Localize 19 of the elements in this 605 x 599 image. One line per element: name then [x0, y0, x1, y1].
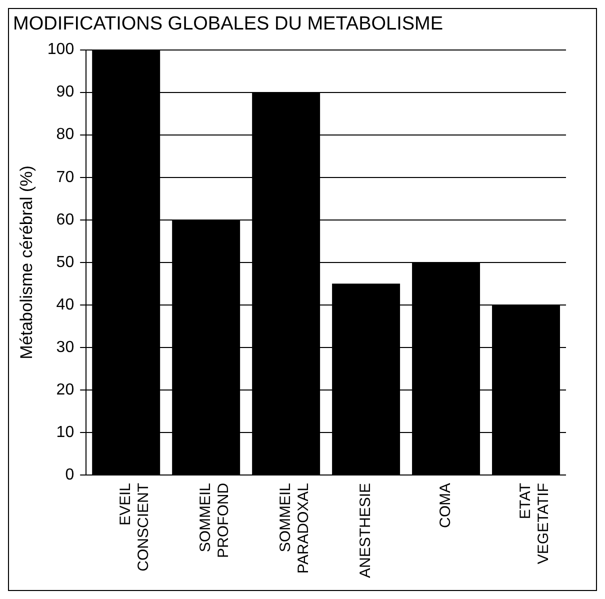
y-axis-title: Métabolisme cérébral (%) [16, 166, 36, 360]
x-tick-label: EVEIL CONSCIENT [117, 482, 152, 572]
y-tick-label: 70 [56, 168, 74, 186]
y-tick-label: 90 [56, 84, 74, 101]
y-tick-label: 40 [56, 296, 74, 314]
x-tick-label: SOMMEIL PARADOXAL [277, 482, 312, 574]
y-tick-label: 30 [56, 338, 74, 356]
y-tick-label: 80 [56, 126, 74, 144]
x-tick-label: COMA [437, 482, 454, 528]
y-tick-label: 50 [56, 254, 74, 271]
y-tick-label: 0 [65, 466, 74, 484]
y-tick-label: 10 [56, 424, 74, 441]
chart-title: MODIFICATIONS GLOBALES DU METABOLISME [13, 14, 444, 35]
x-tick-label: SOMMEIL PROFOND [197, 482, 232, 558]
x-tick-label: ANESTHESIE [357, 482, 374, 578]
x-tick-label: ETAT VEGETATIF [517, 482, 552, 564]
y-tick-label: 60 [56, 211, 74, 228]
y-tick-label: 20 [56, 381, 74, 398]
y-tick-label: 100 [47, 41, 74, 58]
